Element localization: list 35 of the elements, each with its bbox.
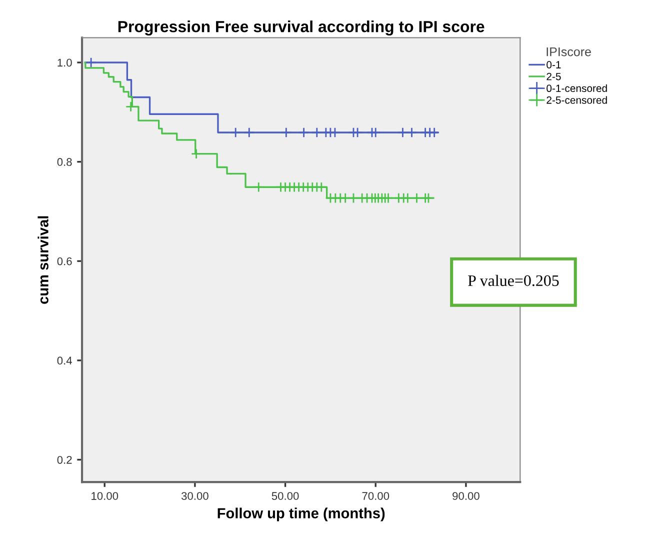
x-tick-label: 70.00 [362,492,390,500]
point [244,127,254,138]
point [370,127,381,138]
point [340,192,351,204]
chart-title: Progression Free survival according to IPI score [118,20,484,36]
y-tick-label: 1.0 [58,58,72,67]
x-tick-label: 90.00 [452,492,480,500]
legend-label: 0-1-censored [546,84,607,92]
point [397,127,408,138]
point [382,192,394,204]
y-tick-label: 0.4 [57,356,72,365]
legend-title: IPIscore [546,47,591,56]
point [411,192,422,204]
legend-label: 2-5 [546,72,561,80]
point [406,127,418,138]
point [423,192,434,204]
point [316,182,327,192]
point [253,182,264,192]
point [348,192,359,204]
x-tick-label: 50.00 [272,492,299,500]
y-axis-title: cum survival [38,216,48,304]
x-tick-label: 10.00 [92,492,118,500]
point [280,127,292,138]
y-tick-label: 0.2 [57,456,72,464]
legend-label: 2-5-censored [546,96,607,104]
y-tick-label: 0.6 [57,257,72,266]
point [230,127,241,138]
y-tick-label: 0.8 [57,158,72,166]
annotation: P value=0.205 [468,274,559,286]
point [298,127,310,138]
x-tick-label: 30.00 [181,492,208,500]
x-axis-title: Follow up time (months) [218,508,385,522]
point [330,127,340,138]
point [312,127,322,138]
legend-label: 0-1 [546,61,561,68]
